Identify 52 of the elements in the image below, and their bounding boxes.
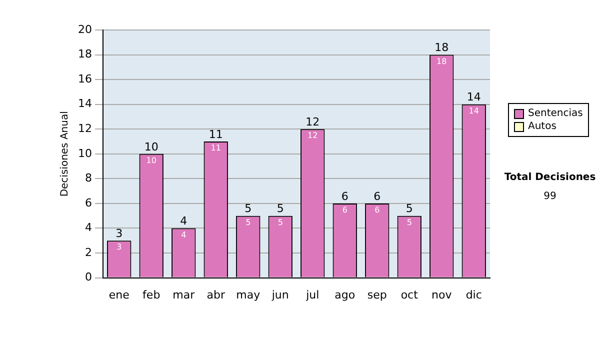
total-label: 3 bbox=[116, 226, 123, 240]
total-label: 10 bbox=[144, 140, 158, 154]
x-tick-label: abr bbox=[206, 288, 226, 302]
x-tick-label: jul bbox=[305, 288, 320, 302]
y-tick-label: 18 bbox=[78, 48, 92, 61]
y-tick-label: 20 bbox=[78, 22, 92, 36]
y-tick-label: 10 bbox=[78, 146, 92, 160]
y-tick-label: 0 bbox=[84, 270, 92, 284]
x-tick-label: ene bbox=[108, 288, 130, 302]
data-label: 4 bbox=[181, 230, 186, 240]
x-tick-label: dic bbox=[466, 288, 482, 302]
total-label: 12 bbox=[306, 115, 320, 128]
x-tick-label: nov bbox=[432, 288, 452, 302]
x-tick-label: jun bbox=[270, 288, 289, 302]
total-label: 5 bbox=[276, 202, 284, 216]
x-tick-label: feb bbox=[142, 288, 160, 302]
data-label: 3 bbox=[116, 242, 122, 252]
data-label: 10 bbox=[146, 156, 156, 165]
text: Total Decisiones bbox=[503, 172, 597, 183]
y-tick-label: 6 bbox=[84, 196, 92, 210]
x-tick-label: may bbox=[236, 288, 261, 302]
total-label: 6 bbox=[341, 190, 348, 203]
total-label: 11 bbox=[208, 128, 223, 141]
data-label: 5 bbox=[278, 218, 283, 227]
total-label: 14 bbox=[466, 90, 481, 104]
data-label: 5 bbox=[406, 218, 412, 227]
y-tick-label: 2 bbox=[84, 246, 92, 259]
total-label: 5 bbox=[244, 202, 252, 216]
data-label: 14 bbox=[468, 106, 479, 116]
legend-label: Sentencias bbox=[528, 107, 583, 120]
x-tick-label: ago bbox=[334, 288, 356, 302]
data-label: 12 bbox=[308, 131, 318, 140]
y-axis-title: Decisiones Anual bbox=[60, 111, 71, 197]
x-tick-label: sep bbox=[367, 288, 387, 302]
data-label: 11 bbox=[210, 144, 221, 153]
data-label: 18 bbox=[436, 56, 447, 66]
y-tick-label: 16 bbox=[78, 72, 92, 86]
legend-label: Autos bbox=[528, 120, 556, 133]
total-label: 4 bbox=[180, 214, 188, 228]
total-label: 5 bbox=[406, 202, 413, 216]
y-tick-label: 8 bbox=[84, 172, 92, 185]
data-label: 5 bbox=[246, 218, 251, 227]
y-tick-label: 12 bbox=[78, 122, 92, 135]
x-tick-label: mar bbox=[172, 288, 196, 302]
data-label: 6 bbox=[374, 206, 380, 215]
x-tick-label: oct bbox=[400, 288, 419, 302]
y-tick-label: 4 bbox=[84, 221, 92, 234]
total-label: 6 bbox=[374, 190, 381, 203]
y-tick-label: 14 bbox=[78, 97, 92, 110]
total-label: 18 bbox=[434, 41, 449, 54]
text: 99 bbox=[542, 191, 558, 202]
data-label: 6 bbox=[342, 206, 348, 215]
